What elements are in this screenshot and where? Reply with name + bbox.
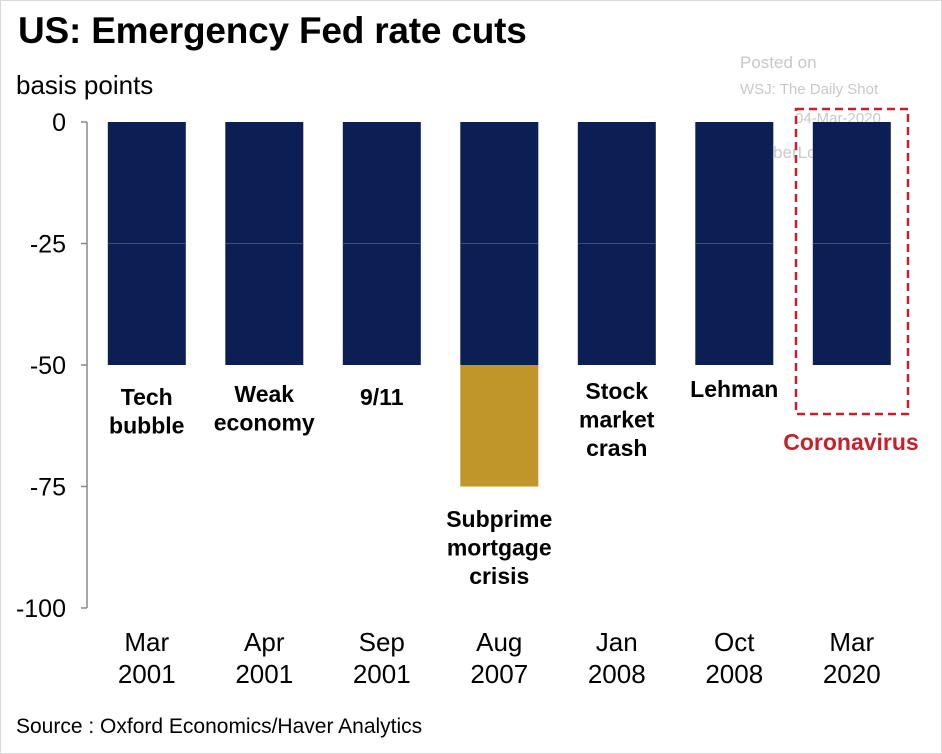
x-tick-label-month: Aug [476,627,522,657]
annotation-label: 9/11 [360,384,404,410]
y-axis-label: basis points [16,70,154,100]
y-tick-label: -75 [30,474,66,502]
y-tick-label: 0 [52,109,66,137]
x-tick-label-year: 2001 [235,659,293,689]
annotation-label: mortgage [447,535,552,561]
x-tick-label-month: Sep [359,627,405,657]
x-tick-label-year: 2001 [118,659,176,689]
x-tick-label-month: Oct [714,627,755,657]
annotation-label: bubble [109,413,184,439]
annotation-label: market [579,407,655,433]
bar-extra-3 [460,365,539,487]
annotation-label: Tech [121,384,173,410]
watermark-posted-on: Posted on [740,53,817,72]
annotation-label: Subprime [446,506,552,532]
x-tick-label-year: 2020 [823,659,881,689]
annotation-label: Stock [585,378,648,404]
highlight-box [794,107,910,416]
annotation-label: Weak [234,381,294,407]
x-tick-label-year: 2001 [353,659,411,689]
annotation-label: crash [586,435,647,461]
x-tick-label-year: 2008 [705,659,763,689]
y-tick-label: -25 [30,231,66,259]
x-tick-label-month: Apr [244,627,285,657]
watermark-source: WSJ: The Daily Shot [740,81,879,98]
y-tick-label: -50 [30,352,66,380]
x-tick-label-year: 2007 [470,659,528,689]
y-tick-label: -100 [16,595,66,623]
x-tick-label-year: 2008 [588,659,646,689]
annotation-label: Coronavirus [783,429,918,455]
chart-title: US: Emergency Fed rate cuts [18,10,527,51]
x-tick-label-month: Mar [829,627,874,657]
x-tick-label-month: Mar [124,627,169,657]
x-tick-label-month: Jan [596,627,638,657]
annotation-label: economy [214,410,315,436]
annotation-label: crisis [469,563,529,589]
chart-source: Source : Oxford Economics/Haver Analytic… [16,715,423,738]
annotation-label: Lehman [690,376,778,402]
